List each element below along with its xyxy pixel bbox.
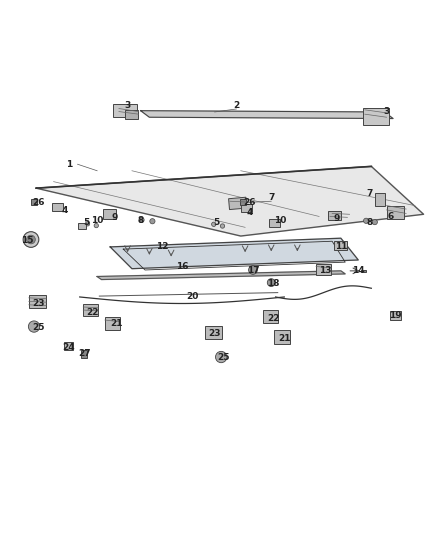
Text: 21: 21 — [110, 319, 123, 328]
Bar — [361, 270, 366, 272]
Bar — [78, 223, 86, 229]
Text: 26: 26 — [32, 198, 45, 207]
Circle shape — [27, 235, 35, 244]
Text: 12: 12 — [156, 243, 169, 252]
Text: 7: 7 — [366, 189, 372, 198]
Text: 20: 20 — [187, 293, 199, 302]
Circle shape — [372, 220, 378, 225]
Polygon shape — [110, 238, 358, 269]
Bar — [387, 206, 404, 219]
Bar — [363, 108, 389, 125]
Bar — [64, 342, 73, 350]
Text: 9: 9 — [111, 213, 118, 222]
Circle shape — [150, 219, 155, 224]
Text: 4: 4 — [246, 207, 253, 216]
Circle shape — [249, 265, 257, 274]
Bar — [334, 241, 347, 250]
Bar — [263, 310, 278, 322]
Circle shape — [28, 321, 40, 332]
Text: 9: 9 — [333, 214, 340, 223]
Circle shape — [94, 223, 99, 228]
Text: 3: 3 — [383, 108, 390, 117]
Circle shape — [139, 217, 144, 223]
Text: 17: 17 — [247, 266, 260, 276]
Bar — [52, 203, 63, 211]
Text: 15: 15 — [21, 236, 34, 245]
Polygon shape — [141, 111, 393, 118]
Text: 24: 24 — [63, 343, 75, 352]
Text: 18: 18 — [267, 279, 279, 287]
Text: 23: 23 — [32, 299, 45, 308]
Bar — [328, 211, 341, 220]
Text: 22: 22 — [267, 314, 279, 323]
Text: 10: 10 — [91, 216, 103, 225]
Bar — [205, 326, 223, 339]
Text: 2: 2 — [233, 101, 240, 110]
Text: 3: 3 — [124, 101, 131, 110]
Text: 11: 11 — [335, 243, 347, 252]
Bar — [229, 197, 247, 209]
Bar — [390, 311, 401, 320]
Text: 13: 13 — [319, 266, 332, 276]
Text: 7: 7 — [268, 193, 275, 202]
Text: 1: 1 — [66, 160, 72, 169]
Text: 4: 4 — [61, 206, 68, 215]
Bar — [29, 295, 46, 308]
Bar — [83, 304, 98, 316]
Text: 6: 6 — [388, 212, 394, 221]
Text: 23: 23 — [208, 329, 221, 338]
Text: 14: 14 — [352, 266, 364, 276]
Text: 21: 21 — [278, 334, 290, 343]
Text: 25: 25 — [32, 323, 45, 332]
Bar — [32, 199, 37, 205]
Circle shape — [215, 351, 227, 362]
Bar — [241, 204, 252, 212]
Circle shape — [212, 222, 216, 227]
Circle shape — [364, 218, 369, 223]
Bar — [275, 330, 290, 344]
Text: 22: 22 — [87, 308, 99, 317]
Text: 16: 16 — [176, 262, 188, 271]
Text: 10: 10 — [274, 216, 286, 225]
Bar — [269, 219, 280, 228]
Circle shape — [23, 232, 39, 247]
Polygon shape — [97, 271, 345, 279]
Text: 19: 19 — [389, 311, 402, 320]
Circle shape — [220, 224, 225, 228]
Text: 8: 8 — [138, 216, 144, 225]
Bar — [103, 209, 116, 219]
Bar — [316, 264, 331, 274]
Text: 27: 27 — [78, 349, 90, 358]
Bar — [240, 199, 246, 205]
Bar — [374, 192, 385, 206]
Bar — [113, 104, 138, 117]
Bar — [105, 317, 120, 329]
Circle shape — [267, 279, 275, 287]
Bar — [125, 110, 138, 118]
Text: 5: 5 — [83, 219, 89, 228]
Text: 8: 8 — [366, 219, 372, 228]
Text: 26: 26 — [243, 198, 256, 207]
Polygon shape — [36, 166, 424, 236]
Bar — [81, 351, 87, 358]
Circle shape — [85, 222, 90, 226]
Text: 5: 5 — [214, 219, 220, 228]
Text: 25: 25 — [217, 353, 230, 362]
